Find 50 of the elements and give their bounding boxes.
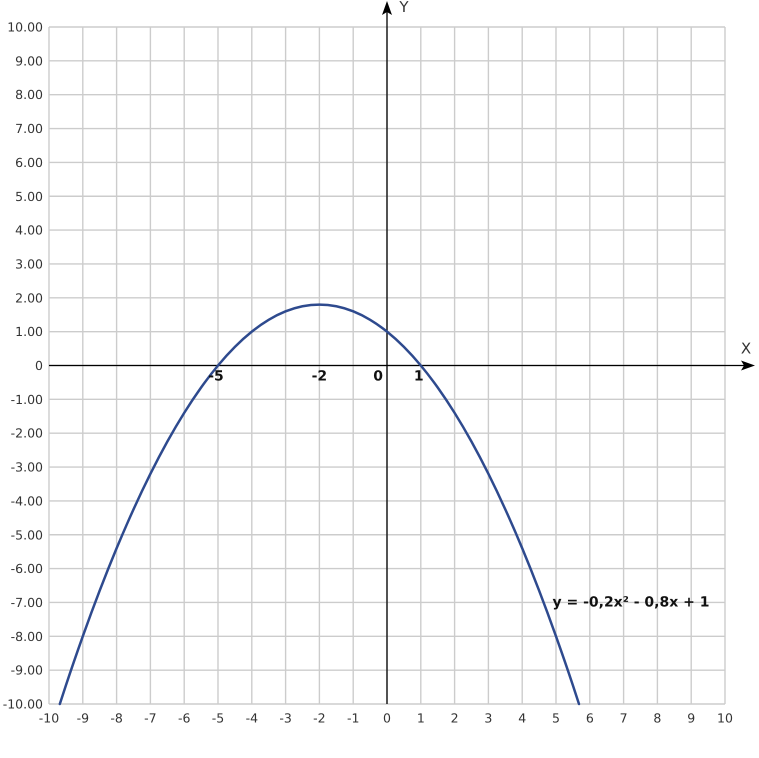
x-tick-label: -9 <box>76 710 90 726</box>
x-tick-label: -1 <box>346 710 360 726</box>
y-tick-label: -7.00 <box>10 594 44 610</box>
x-tick-label: -6 <box>178 710 190 726</box>
y-tick-label: 6.00 <box>15 154 44 170</box>
y-tick-label: -4.00 <box>10 493 44 508</box>
y-tick-label: -1.00 <box>10 392 44 407</box>
x-tick-label: -3 <box>279 710 292 726</box>
y-tick-label: -3.00 <box>10 460 44 475</box>
y-tick-label: 8.00 <box>15 87 44 102</box>
x-tick-label: -7 <box>144 710 157 726</box>
y-tick-label: -8.00 <box>10 628 44 644</box>
y-tick-label: -5.00 <box>10 527 44 542</box>
x-tick-label: -4 <box>246 710 258 726</box>
annotation: -5 <box>208 368 224 384</box>
y-tick-label: 7.00 <box>15 121 44 136</box>
x-tick-label: -8 <box>110 710 123 726</box>
y-tick-label: -9.00 <box>10 662 44 678</box>
x-axis-title: X <box>740 340 752 358</box>
y-axis-title: Y <box>398 0 410 16</box>
y-tick-label: -2.00 <box>10 426 44 441</box>
x-tick-label: 7 <box>620 710 628 726</box>
y-tick-label: 4.00 <box>15 222 44 238</box>
y-tick-label: 10.00 <box>7 20 44 34</box>
y-tick-label: 5.00 <box>15 188 44 204</box>
y-tick-label: 3.00 <box>15 256 44 272</box>
y-tick-label: 9.00 <box>15 53 44 68</box>
line-series <box>58 303 580 706</box>
x-tick-label: 6 <box>586 710 594 726</box>
annotation: 1 <box>414 368 424 384</box>
x-tick-label: -10 <box>38 710 60 726</box>
x-tick-label: -5 <box>212 710 224 726</box>
x-tick-label: 1 <box>416 710 425 726</box>
annotation: -2 <box>312 368 328 384</box>
y-tick-label: 0 <box>35 358 44 373</box>
x-tick-label: -2 <box>313 710 326 726</box>
series-label: y = -0,2x² - 0,8x + 1 <box>552 594 710 610</box>
annotation: 0 <box>373 368 384 384</box>
y-tick-label: 1.00 <box>15 324 44 340</box>
x-tick-label: 8 <box>653 710 662 726</box>
x-tick-label: 4 <box>518 710 526 726</box>
x-tick-label: 5 <box>552 710 560 726</box>
x-tick-label: 9 <box>687 710 696 726</box>
x-tick-label: 2 <box>450 710 459 726</box>
x-tick-label: 0 <box>383 710 392 726</box>
y-tick-label: -6.00 <box>10 561 44 576</box>
x-tick-label: 3 <box>484 710 492 726</box>
y-tick-label: 2.00 <box>15 290 44 306</box>
y-tick-label: -10.00 <box>2 696 44 712</box>
x-tick-label: 10 <box>717 710 733 726</box>
